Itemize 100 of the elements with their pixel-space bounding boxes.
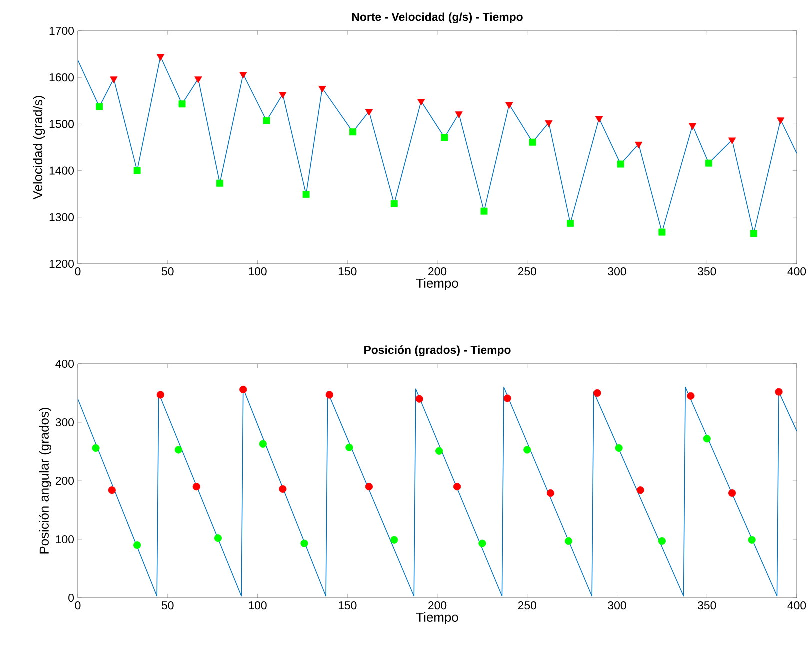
point [174, 446, 182, 454]
y-tick-label: 1300 [50, 213, 74, 222]
y-axis-title: Posición angular (grados) [39, 408, 52, 554]
point [318, 86, 326, 93]
point [705, 160, 712, 167]
y-axis-title: Velocidad (grad/s) [33, 96, 46, 200]
point [436, 447, 444, 455]
point [635, 142, 643, 149]
point [259, 440, 267, 448]
x-tick-label: 300 [608, 602, 626, 610]
x-axis-title: Tiempo [416, 278, 458, 291]
x-tick-label: 350 [698, 602, 716, 610]
point [418, 99, 426, 106]
point [636, 486, 644, 494]
y-tick-label: 200 [56, 476, 74, 486]
y-tick-label: 1700 [50, 26, 74, 36]
point [617, 160, 624, 168]
point [594, 389, 602, 398]
point [478, 540, 486, 548]
point [529, 138, 536, 146]
point [96, 103, 104, 110]
point [156, 54, 165, 62]
point [192, 483, 200, 491]
point [728, 489, 736, 498]
point [279, 485, 287, 493]
point [240, 386, 248, 394]
x-tick-label: 150 [338, 268, 357, 276]
point [688, 123, 697, 130]
point [506, 102, 514, 110]
point [110, 76, 118, 84]
point [703, 435, 711, 443]
point [134, 167, 141, 174]
chart-title: Norte - Velocidad (g/s) - Tiempo [352, 12, 523, 24]
point [302, 191, 310, 198]
point [453, 483, 462, 491]
point [564, 537, 573, 546]
x-tick-label: 0 [75, 602, 81, 610]
point [567, 220, 574, 227]
point [728, 138, 736, 144]
point [545, 120, 553, 128]
y-tick-label: 100 [56, 535, 74, 544]
line-series [78, 387, 798, 597]
x-tick-label: 100 [249, 268, 267, 276]
point [390, 200, 398, 208]
x-tick-label: 200 [428, 268, 447, 276]
point [441, 134, 448, 142]
x-tick-label: 100 [249, 602, 267, 610]
point [658, 537, 666, 546]
x-tick-label: 250 [518, 602, 536, 610]
x-tick-label: 250 [518, 268, 536, 276]
point [390, 536, 398, 544]
point [134, 542, 142, 550]
point [279, 92, 287, 99]
point [687, 392, 695, 400]
point [480, 208, 488, 215]
point [178, 100, 186, 108]
y-tick-label: 0 [68, 594, 74, 602]
point [216, 180, 224, 187]
point [92, 444, 100, 452]
y-tick-label: 1400 [50, 166, 74, 175]
x-tick-label: 350 [698, 268, 716, 276]
y-tick-label: 1600 [50, 74, 74, 82]
point [350, 128, 357, 136]
point [595, 116, 604, 123]
x-tick-label: 150 [338, 602, 357, 610]
x-tick-label: 300 [608, 268, 626, 276]
point [240, 72, 248, 79]
point [775, 388, 783, 396]
point [194, 76, 202, 84]
x-tick-label: 50 [162, 268, 174, 276]
point [416, 395, 424, 403]
point [214, 534, 222, 542]
x-tick-label: 400 [788, 268, 806, 276]
point [455, 112, 463, 118]
point [263, 117, 270, 124]
y-tick-label: 1200 [50, 260, 74, 268]
point [748, 536, 756, 544]
x-tick-label: 400 [788, 602, 806, 610]
chart-title: Posición (grados) - Tiempo [364, 346, 511, 356]
point [750, 230, 758, 238]
point [346, 444, 354, 452]
y-tick-label: 300 [56, 418, 74, 427]
point [658, 228, 666, 236]
point [156, 391, 164, 399]
x-tick-label: 0 [75, 268, 81, 276]
point [524, 446, 532, 454]
point [300, 540, 308, 548]
point [777, 118, 785, 124]
point [615, 444, 623, 452]
x-tick-label: 50 [162, 602, 174, 610]
point [504, 394, 512, 402]
x-axis-title: Tiempo [416, 612, 458, 625]
point [365, 483, 373, 491]
point [365, 109, 374, 116]
y-tick-label: 400 [56, 360, 74, 368]
point [108, 486, 116, 494]
x-tick-label: 200 [428, 602, 447, 610]
point [546, 489, 555, 498]
point [326, 391, 334, 399]
y-tick-label: 1500 [50, 120, 74, 128]
